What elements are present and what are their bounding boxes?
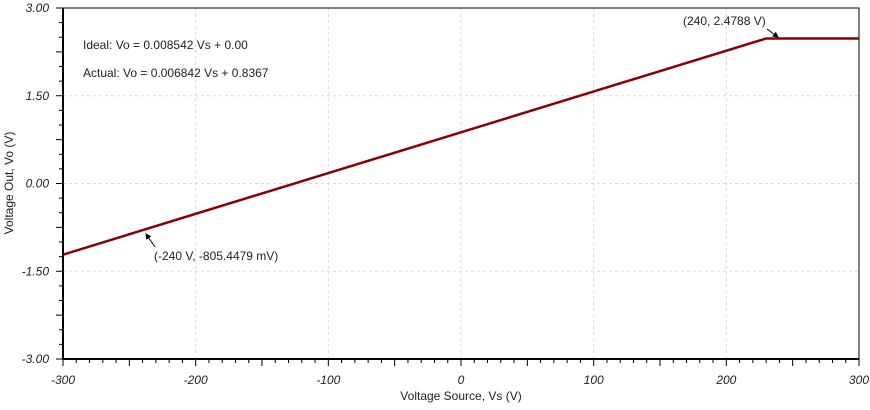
y-tick-label: 1.50 [26,89,50,103]
x-tick-label: 300 [849,373,869,387]
x-tick-label: -300 [51,373,75,387]
equation-actual: Actual: Vo = 0.006842 Vs + 0.8367 [83,66,269,80]
series-line [62,37,859,256]
grid [63,8,859,359]
x-tick-label: -200 [184,373,208,387]
axes: -300 -200 -100 0 100 200 300 -3.00 -1.50 0.00 1.50… [22,1,870,387]
x-tick-label: 0 [458,373,465,387]
series [62,37,859,256]
annotation-min: (-240 V, -805.4479 mV) [154,249,278,263]
x-tick-label: 100 [584,373,604,387]
annotation-saturation: (240, 2.4788 V) [683,14,766,28]
annotation-min-arrow [145,233,156,248]
x-axis-label: Voltage Source, Vs (V) [400,389,521,403]
y-tick-label: -3.00 [22,352,50,366]
annotation-saturation-arrow [766,28,779,38]
y-tick-label: 0.00 [26,177,50,191]
y-tick-label: 3.00 [26,1,50,15]
x-tick-label: -100 [316,373,340,387]
x-tick-label: 200 [715,373,736,387]
equation-ideal: Ideal: Vo = 0.008542 Vs + 0.00 [83,38,248,52]
y-axis-label: Voltage Out, Vo (V) [2,132,16,235]
y-tick-label: -1.50 [22,264,50,278]
